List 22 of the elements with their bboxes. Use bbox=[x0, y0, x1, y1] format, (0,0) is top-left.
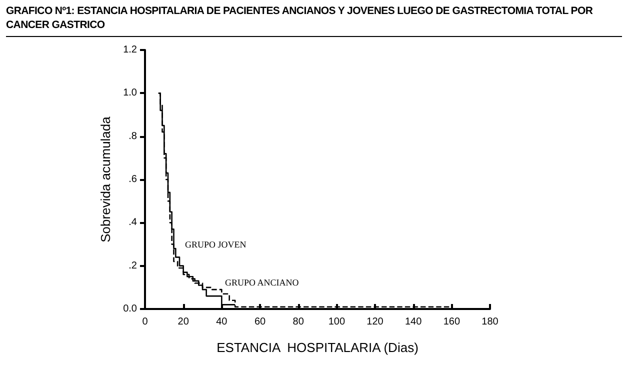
y-tick-label: .6 bbox=[128, 174, 138, 185]
x-tick-label: 180 bbox=[482, 316, 499, 328]
x-tick-label: 40 bbox=[216, 316, 228, 328]
y-tick-label: .8 bbox=[128, 130, 138, 142]
x-axis-title: ESTANCIA HOSPITALARIA (Dias) bbox=[216, 340, 418, 355]
x-tick-label: 100 bbox=[328, 316, 346, 328]
annotation: GRUPO ANCIANO bbox=[225, 278, 300, 288]
chart-title: GRAFICO Nº1: ESTANCIA HOSPITALARIA DE PACIENTES ANCIANOS Y JOVENES LUEGO DE GASTRECTOMIA TOTAL POR CANCER GASTRICO bbox=[6, 4, 622, 37]
x-tick-label: 140 bbox=[404, 316, 422, 328]
x-tick-label: 60 bbox=[254, 316, 266, 328]
y-tick-label: 1.2 bbox=[123, 44, 138, 56]
x-tick-label: 160 bbox=[443, 316, 460, 328]
y-tick-label: .2 bbox=[128, 260, 138, 272]
y-tick-label: 0.0 bbox=[123, 304, 138, 314]
x-tick-label: 120 bbox=[366, 316, 384, 328]
y-tick-label: .4 bbox=[128, 217, 138, 228]
y-tick-label: 1.0 bbox=[123, 88, 138, 99]
x-tick-label: 0 bbox=[142, 316, 148, 328]
y-axis-title: Sobrevida acumulada bbox=[98, 116, 114, 242]
annotation: GRUPO JOVEN bbox=[185, 240, 247, 250]
x-tick-label: 20 bbox=[178, 316, 190, 328]
x-tick-label: 80 bbox=[292, 316, 304, 328]
